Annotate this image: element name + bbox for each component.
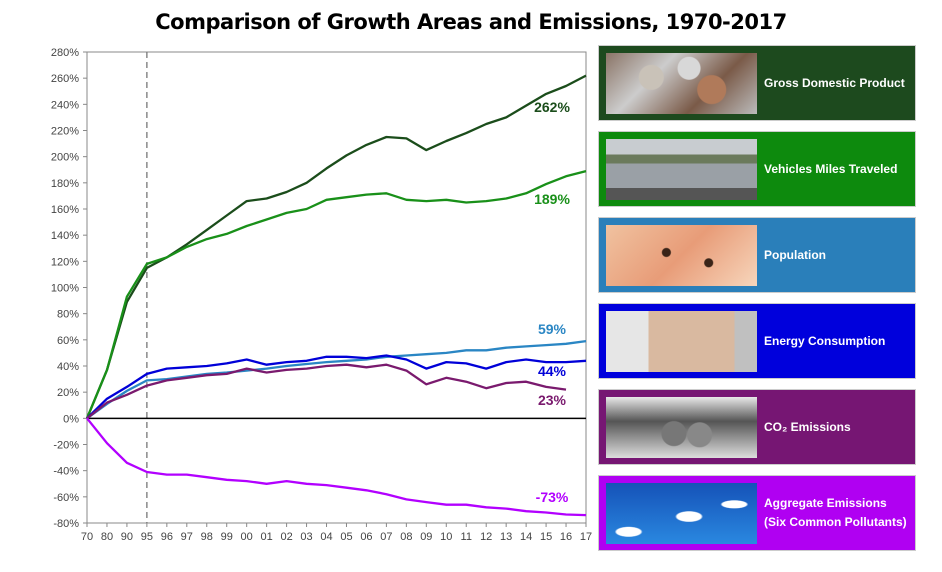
x-tick-label: 05 [340,531,352,543]
x-tick-label: 10 [440,531,452,543]
y-tick-label: 220% [51,126,79,138]
legend-panel-baby-face: Population [598,217,916,293]
legend-panel-plug-outlet: Energy Consumption [598,303,916,379]
y-tick-label: 120% [51,256,79,268]
y-tick-label: 80% [57,309,79,321]
y-tick-label: -40% [53,466,79,478]
y-tick-label: -80% [53,518,79,530]
x-tick-label: 15 [540,531,552,543]
baby-face-image [606,225,757,286]
x-tick-label: 06 [360,531,372,543]
series-end-label: 23% [538,392,567,408]
x-tick-label: 02 [280,531,292,543]
series-line-4 [86,363,567,420]
x-tick-label: 80 [101,531,113,543]
coins-image [606,53,757,114]
legend-panel-label: Gross Domestic Product [764,75,905,90]
x-tick-label: 09 [420,531,432,543]
x-tick-label: 70 [81,531,93,543]
series-line-2 [86,339,587,420]
legend-panel-smokestacks: Aggregate Emissions (Six Common Pollutan… [598,475,916,551]
legend-panel-label: Aggregate Emissions (Six Common Pollutan… [764,496,907,529]
series-end-label: 59% [538,321,567,337]
x-tick-label: 14 [520,531,532,543]
legend-panel-traffic: Vehicles Miles Traveled [598,131,916,207]
series-line-1 [85,169,587,419]
x-tick-label: 04 [320,531,332,543]
traffic-image [606,139,757,200]
y-tick-label: 0% [63,413,79,425]
x-tick-label: 98 [201,531,213,543]
x-tick-label: 16 [560,531,572,543]
series-line-0 [85,74,587,419]
y-tick-label: 40% [57,361,79,373]
x-tick-label: 00 [241,531,253,543]
legend-panel-exhaust-pipes: CO₂ Emissions [598,389,916,465]
x-tick-label: 99 [221,531,233,543]
x-tick-label: 90 [121,531,133,543]
y-tick-label: -20% [53,440,79,452]
y-tick-label: 240% [51,99,79,111]
x-tick-label: 17 [580,531,592,543]
legend-panel-coins: Gross Domestic Product [598,45,916,121]
legend-panel-label: Vehicles Miles Traveled [764,161,898,176]
y-tick-label: 160% [51,204,79,216]
series-end-label: 189% [534,191,570,207]
x-tick-label: 12 [480,531,492,543]
series-line-5 [86,417,587,517]
x-tick-label: 96 [161,531,173,543]
legend-panel-label: CO₂ Emissions [764,419,851,434]
plot-frame [86,51,587,524]
exhaust-pipes-image [606,397,757,458]
x-tick-label: 11 [461,531,472,543]
y-tick-label: -60% [53,492,79,504]
y-tick-label: 20% [57,387,79,399]
x-tick-label: 97 [181,531,193,543]
series-line-3 [86,354,587,420]
legend-panel-label: Energy Consumption [764,333,886,348]
x-tick-label: 13 [500,531,512,543]
y-tick-label: 140% [51,230,79,242]
smokestacks-image [606,483,757,544]
x-tick-label: 01 [261,531,273,543]
y-tick-label: 260% [51,73,79,85]
series-end-label: -73% [536,489,569,505]
plug-outlet-image [606,311,757,372]
y-tick-label: 60% [57,335,79,347]
series-end-label: 262% [534,99,570,115]
y-tick-label: 200% [51,152,79,164]
x-tick-label: 03 [300,531,312,543]
x-tick-label: 07 [380,531,392,543]
y-tick-label: 280% [51,47,79,59]
legend-panel-label: Population [764,247,826,262]
series-end-label: 44% [538,363,567,379]
x-tick-label: 95 [141,531,153,543]
y-tick-label: 180% [51,178,79,190]
y-tick-label: 100% [51,283,79,295]
x-tick-label: 08 [400,531,412,543]
chart-title: Comparison of Growth Areas and Emissions… [155,10,787,34]
